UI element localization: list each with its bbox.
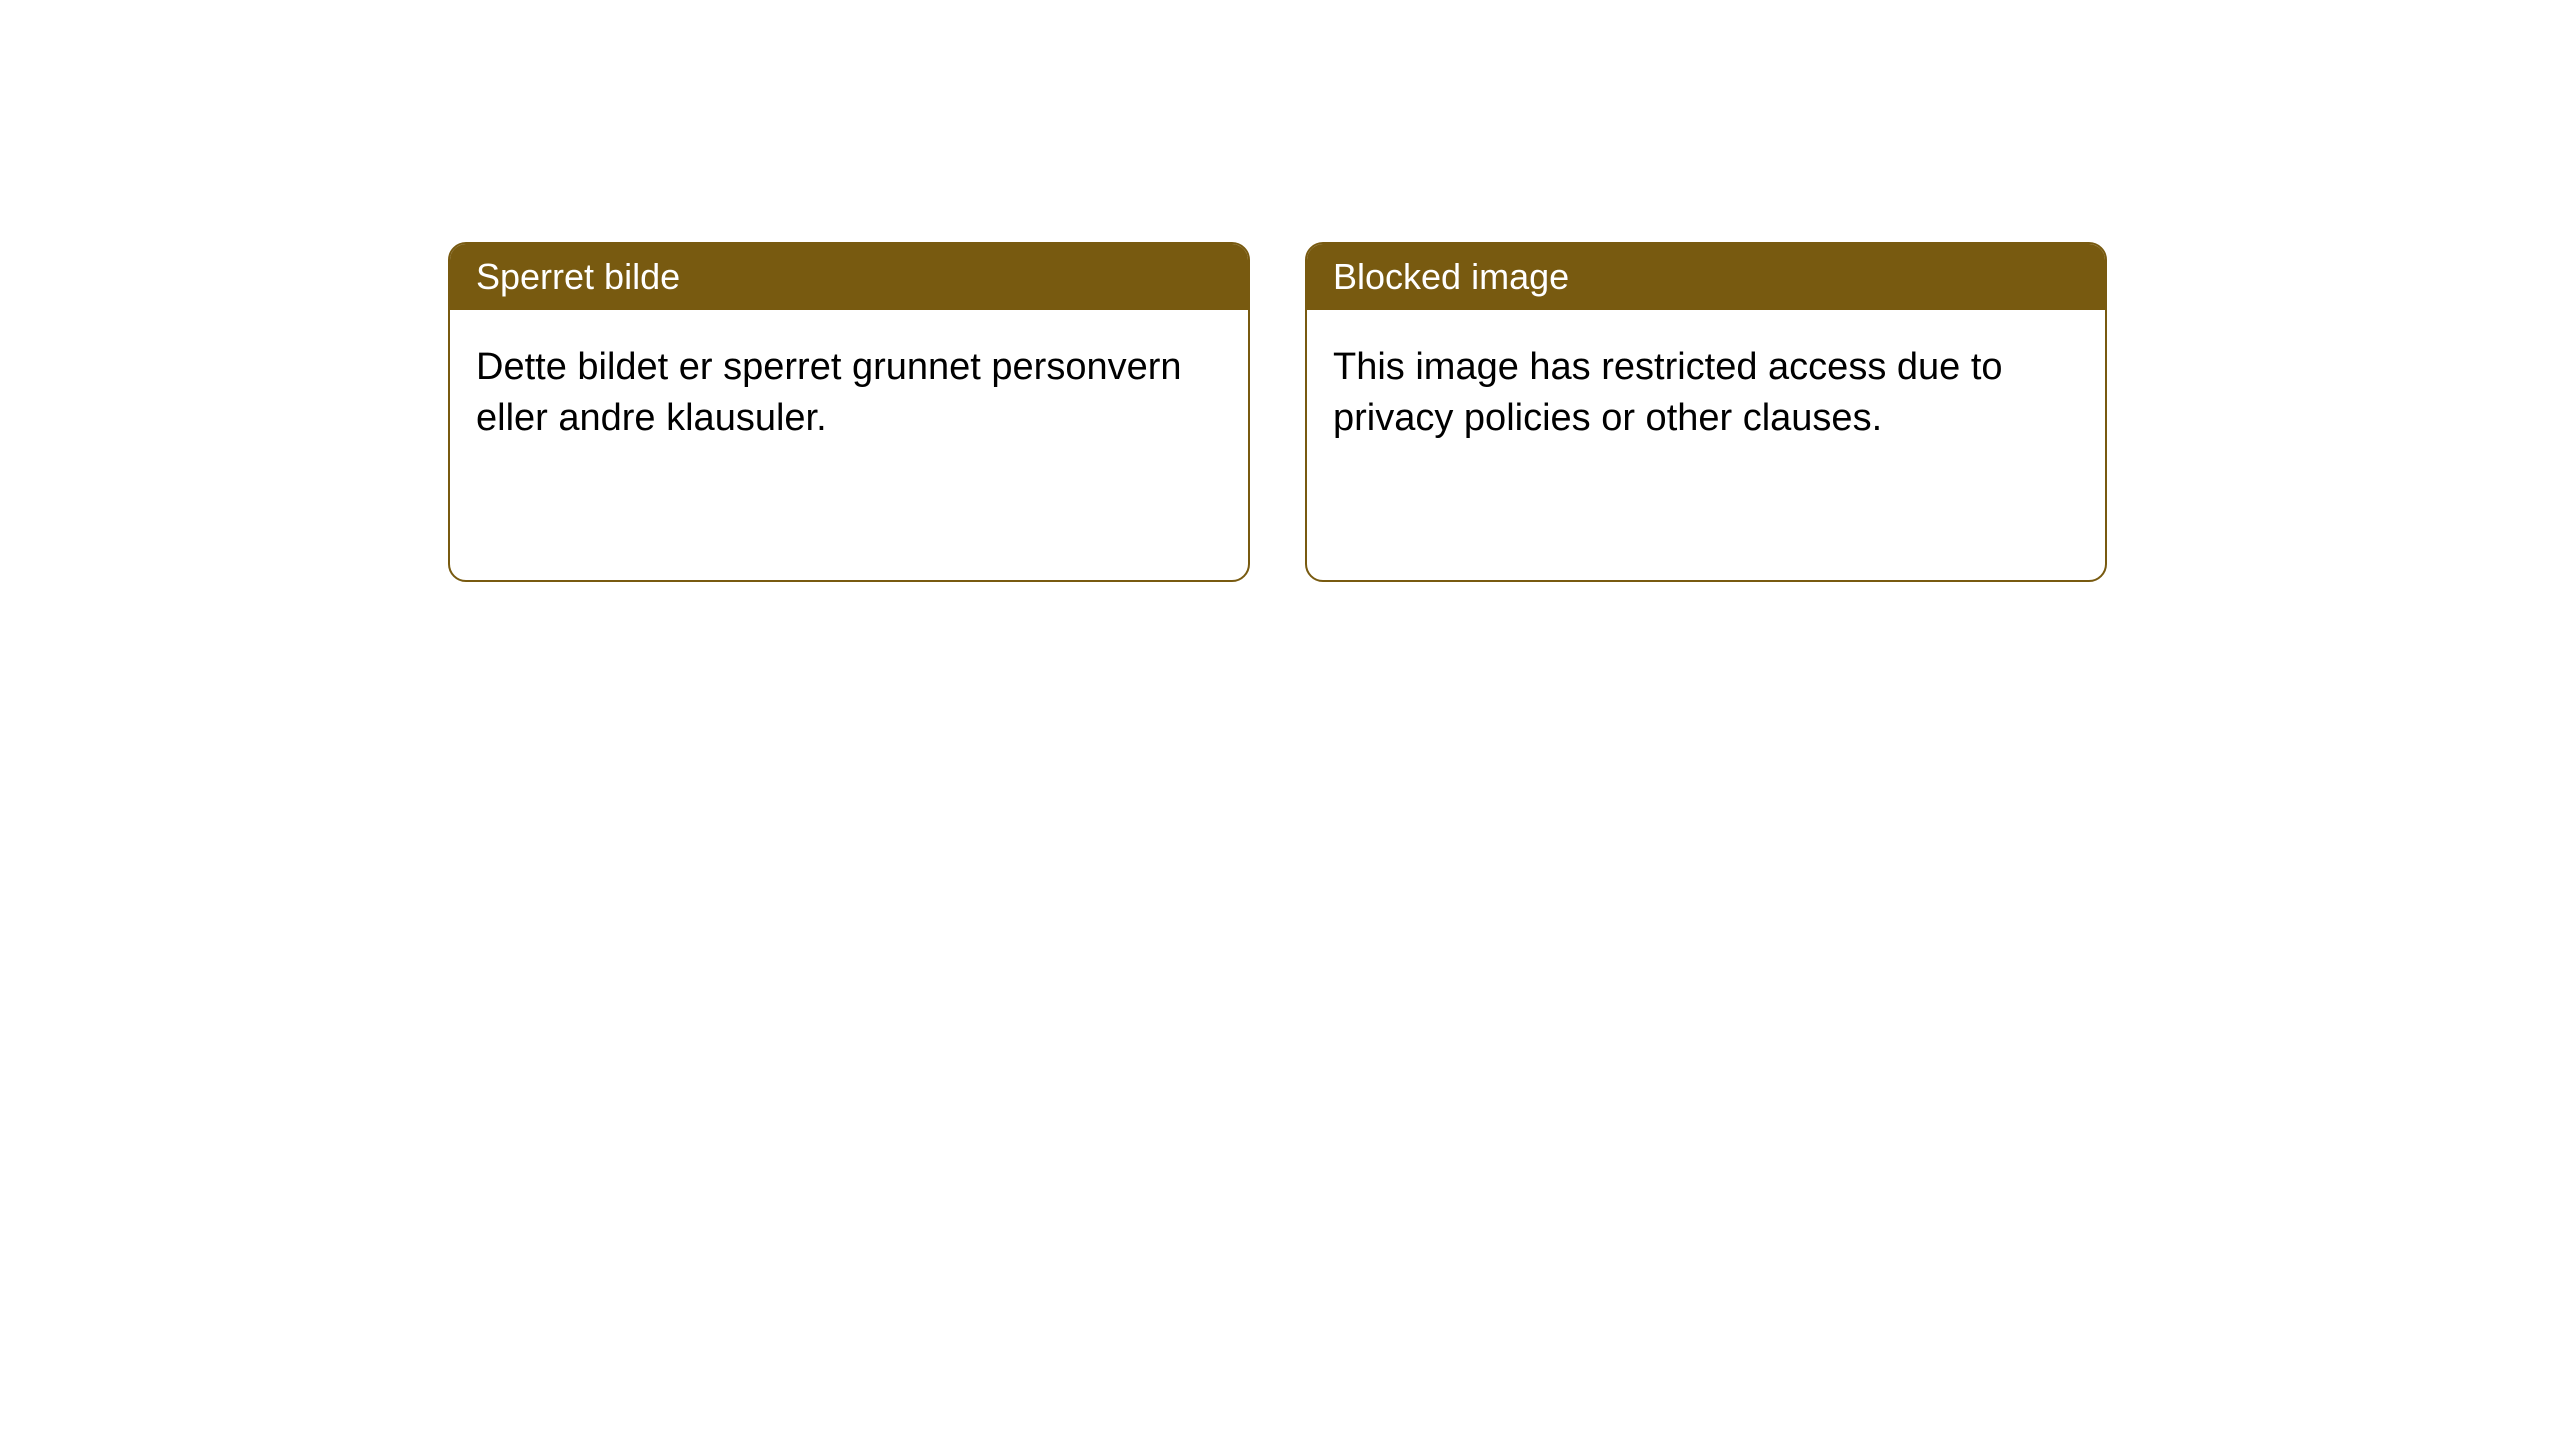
notice-container: Sperret bilde Dette bildet er sperret gr… [0,0,2560,582]
notice-card-norwegian: Sperret bilde Dette bildet er sperret gr… [448,242,1250,582]
notice-body-english: This image has restricted access due to … [1307,310,2105,580]
notice-header-english: Blocked image [1307,244,2105,310]
notice-body-norwegian: Dette bildet er sperret grunnet personve… [450,310,1248,580]
notice-card-english: Blocked image This image has restricted … [1305,242,2107,582]
notice-header-norwegian: Sperret bilde [450,244,1248,310]
